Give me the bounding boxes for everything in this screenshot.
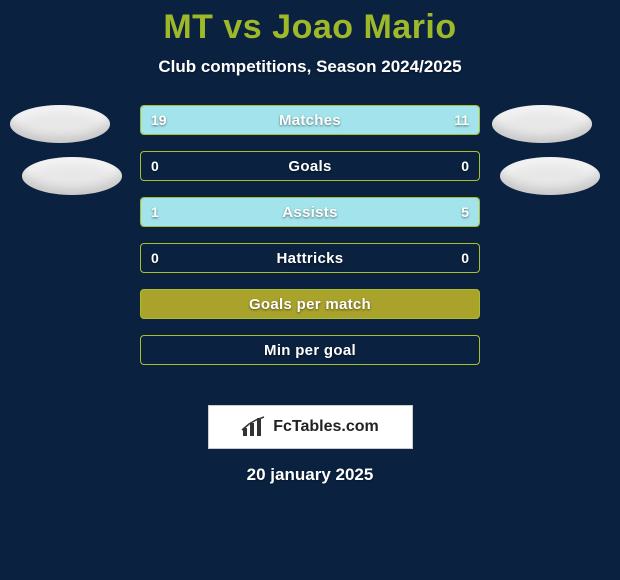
stat-fill-left [141,106,354,134]
snapshot-date: 20 january 2025 [0,465,620,485]
page-subtitle: Club competitions, Season 2024/2025 [0,57,620,77]
player-avatar-left [10,105,110,143]
stat-value-right: 5 [461,198,469,226]
branding-text: FcTables.com [273,418,379,436]
stat-row: 1911Matches [140,105,480,135]
stat-row: 15Assists [140,197,480,227]
stat-label: Goals per match [141,290,479,318]
stat-label: Min per goal [141,336,479,364]
chart-icon [241,416,267,438]
stat-row: 0 0Goals [140,151,480,181]
stat-value-left: 0 [151,152,159,180]
stat-value-right: 11 [454,106,469,134]
stat-value-left: 0 [151,244,159,272]
stat-value-right: 0 [461,152,469,180]
stat-row: Goals per match [140,289,480,319]
stat-row: 0 0Hattricks [140,243,480,273]
comparison-arena: 1911Matches00Goals15Assists00HattricksGo… [0,105,620,395]
stat-label: Goals [141,152,479,180]
player-avatar-right [500,157,600,195]
player-avatar-right [492,105,592,143]
stat-label: Hattricks [141,244,479,272]
stat-fill-left [141,198,198,226]
stat-fill-right [198,198,479,226]
stat-value-left: 1 [151,198,159,226]
stat-rows: 1911Matches00Goals15Assists00HattricksGo… [140,105,480,381]
branding-badge: FcTables.com [208,405,413,449]
stat-value-left: 19 [151,106,167,134]
stat-row: Min per goal [140,335,480,365]
page-title: MT vs Joao Mario [0,0,620,47]
stat-value-right: 0 [461,244,469,272]
player-avatar-left [22,157,122,195]
